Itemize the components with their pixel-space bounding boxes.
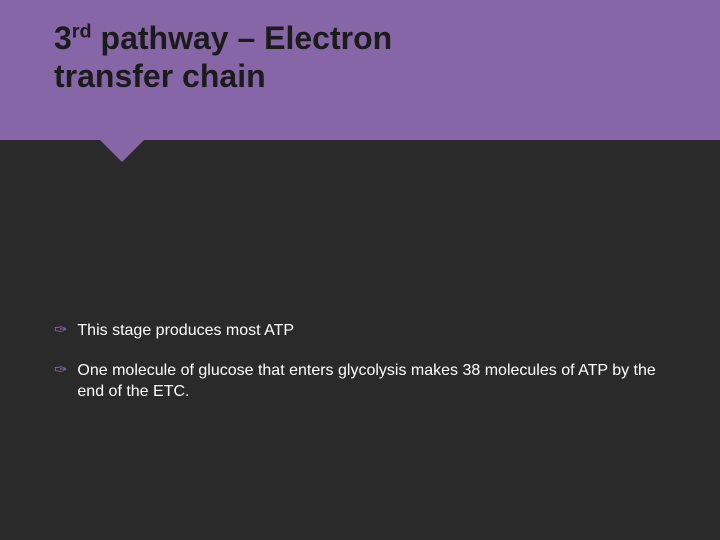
bullet-list: ✑ This stage produces most ATP ✑ One molecu… (54, 320, 666, 403)
bullet-marker-icon: ✑ (54, 360, 67, 382)
bullet-item: ✑ One molecule of glucose that enters gly… (54, 360, 666, 403)
slide-title: 3rd pathway – Electron transfer chain (54, 20, 666, 96)
header-notch (100, 140, 144, 162)
bullet-text: This stage produces most ATP (77, 320, 666, 342)
bullet-marker-icon: ✑ (54, 320, 67, 342)
title-line1-pre: 3 (54, 20, 72, 56)
slide-body: ✑ This stage produces most ATP ✑ One molecu… (0, 140, 720, 540)
title-line2: transfer chain (54, 58, 266, 94)
bullet-item: ✑ This stage produces most ATP (54, 320, 666, 342)
title-header: 3rd pathway – Electron transfer chain (0, 0, 720, 140)
slide: 3rd pathway – Electron transfer chain ✑ T… (0, 0, 720, 540)
title-superscript: rd (72, 20, 92, 42)
title-line1-post: pathway – Electron (92, 20, 393, 56)
bullet-text: One molecule of glucose that enters glyc… (77, 360, 666, 403)
